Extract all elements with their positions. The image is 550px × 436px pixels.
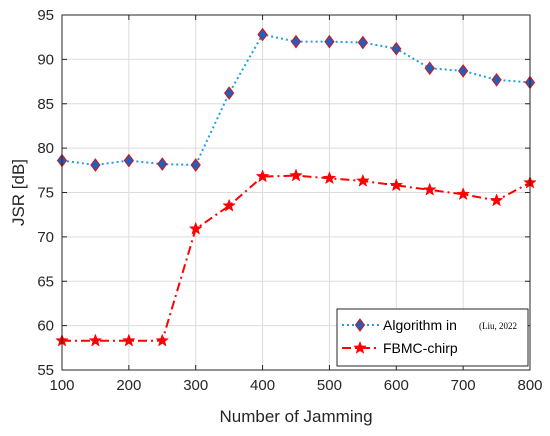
data-point: [222, 198, 237, 212]
data-point: [88, 333, 103, 347]
legend-entry-1: Algorithm in (Liu, 2022: [342, 317, 517, 333]
y-tick-label: 70: [37, 229, 54, 246]
data-point: [424, 61, 435, 76]
data-point: [458, 64, 469, 78]
x-tick-label: 400: [250, 377, 275, 394]
data-point: [491, 72, 502, 87]
x-tick-label: 100: [49, 377, 74, 394]
y-tick-label: 95: [37, 7, 54, 24]
data-point: [422, 182, 437, 196]
x-tick-label: 600: [384, 377, 409, 394]
y-tick-label: 90: [37, 51, 54, 68]
data-point: [255, 169, 270, 183]
tick-labels: 100 200 300 400 500 600 700 800 55 60 65 70 75 80 85 90…: [37, 7, 542, 394]
data-point: [224, 86, 235, 100]
legend-box: [336, 308, 529, 367]
data-point: [155, 333, 170, 347]
data-point: [324, 34, 335, 49]
data-point: [121, 333, 136, 347]
data-point: [290, 34, 302, 49]
y-tick-label: 60: [37, 318, 54, 335]
data-point: [389, 178, 404, 192]
data-point: [123, 153, 134, 168]
data-point: [289, 168, 303, 182]
x-tick-label: 700: [451, 377, 476, 394]
series-layer: [55, 27, 537, 347]
x-tick-label: 200: [116, 377, 141, 394]
data-point: [357, 35, 368, 50]
data-point: [489, 193, 504, 207]
data-point: [257, 27, 268, 42]
legend-label: Algorithm in: [383, 317, 457, 333]
legend-marker: [353, 340, 367, 354]
x-tick-label: 300: [183, 377, 208, 394]
data-point: [90, 158, 101, 172]
series-line: [61, 33, 531, 167]
y-tick-label: 55: [37, 362, 54, 379]
legend: Algorithm in (Liu, 2022 FBMC-chirp: [336, 308, 529, 367]
legend-entry-2: FBMC-chirp: [342, 340, 458, 356]
x-tick-label: 500: [317, 377, 342, 394]
x-axis-label: Number of Jamming: [219, 407, 372, 426]
y-tick-label: 85: [37, 96, 54, 113]
legend-marker: [354, 318, 366, 332]
data-point: [157, 157, 168, 171]
data-point: [322, 171, 337, 185]
y-tick-label: 80: [37, 140, 54, 157]
y-tick-label: 75: [37, 185, 54, 202]
legend-label: FBMC-chirp: [383, 340, 458, 356]
x-tick-label: 800: [517, 377, 542, 394]
y-tick-label: 65: [37, 273, 54, 290]
data-point: [355, 173, 370, 187]
data-point: [190, 158, 201, 172]
data-point: [188, 221, 203, 235]
legend-citation: (Liu, 2022: [479, 321, 517, 331]
series-line: [62, 174, 531, 342]
data-point: [456, 187, 471, 201]
data-point: [391, 41, 402, 56]
y-axis-label: JSR [dB]: [9, 159, 28, 226]
